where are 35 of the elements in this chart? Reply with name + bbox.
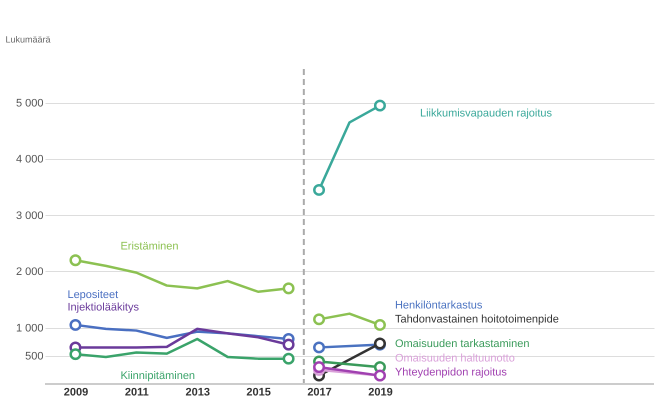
text: Injektiolääkitys xyxy=(67,301,140,314)
x-tick-label: 2011 xyxy=(124,386,149,398)
x-tick-label: 2015 xyxy=(246,386,271,398)
point xyxy=(313,361,326,374)
point xyxy=(282,352,295,365)
point xyxy=(282,282,295,294)
y-tick-label: 4 000 xyxy=(16,154,44,166)
point xyxy=(282,338,295,351)
series-label: Kiinnipitäminen xyxy=(120,370,196,382)
point xyxy=(374,318,386,331)
y-tick-label: 1 000 xyxy=(16,322,44,334)
y-tick-label: 500 xyxy=(25,350,44,362)
series-label: Tahdonvastainen hoitotoimenpide xyxy=(394,314,559,326)
point xyxy=(69,318,82,331)
x-tick-label: 2009 xyxy=(64,386,88,398)
x-tick-label: 2017 xyxy=(307,386,332,398)
series-label: Yhteydenpidon rajoitus xyxy=(394,366,508,379)
point xyxy=(69,348,82,360)
point xyxy=(313,184,326,196)
series-label: Eristäminen xyxy=(120,240,179,252)
series-label: Omaisuuden tarkastaminen xyxy=(394,338,530,350)
text: Liikkumisvapauden rajoitus xyxy=(420,108,553,120)
point xyxy=(374,100,386,112)
point xyxy=(313,341,326,354)
text: Henkilöntarkastus xyxy=(394,300,483,312)
series-label: Lepositeet xyxy=(67,288,118,301)
y-tick-label: 5 000 xyxy=(16,97,44,110)
x-tick-label: 2013 xyxy=(186,386,210,398)
y-tick-label: 3 000 xyxy=(16,210,44,222)
point xyxy=(313,313,326,326)
y-axis-title: Lukumäärä xyxy=(6,34,51,44)
series-label: Omaisuuden haltuunotto xyxy=(394,352,515,365)
x-tick-label: 2019 xyxy=(368,386,393,398)
y-tick-label: 2 000 xyxy=(16,266,44,278)
point xyxy=(69,254,82,266)
